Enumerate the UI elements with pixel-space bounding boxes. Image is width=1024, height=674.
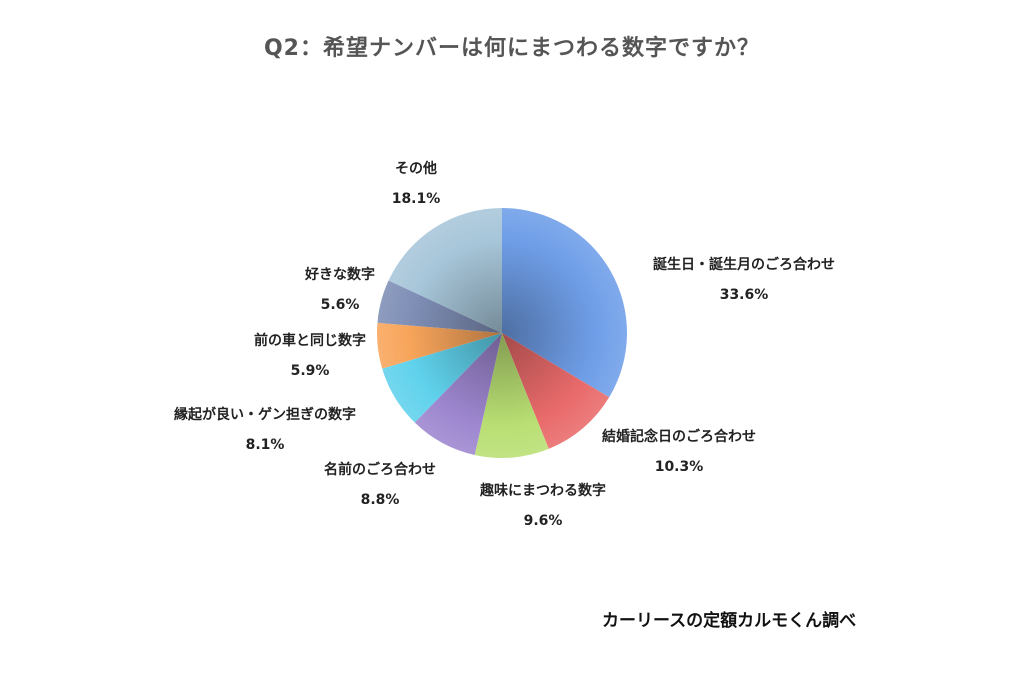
slice-percent: 5.6% [320,297,360,313]
slice-percent: 33.6% [719,287,769,303]
slice-name: 誕生日・誕生月のごろ合わせ [653,257,835,273]
slice-percent: 18.1% [391,191,441,207]
pie-slice-2 [502,333,610,449]
slice-name: 前の車と同じ数字 [254,333,366,349]
pie-slice-7 [377,280,502,333]
pie-slice-5 [382,333,502,423]
slice-label-birthday: 誕生日・誕生月のごろ合わせ 33.6% [624,250,864,310]
slice-label-good-luck: 縁起が良い・ゲン担ぎの数字 8.1% [160,400,370,460]
chart-title: Q2：希望ナンバーは何にまつわる数字ですか？ [263,36,760,61]
slice-percent: 8.1% [245,437,285,453]
slice-label-hobby: 趣味にまつわる数字 9.6% [443,476,643,536]
slice-label-name: 名前のごろ合わせ 8.8% [300,455,460,515]
pie-slice-6 [377,322,502,369]
slice-label-previous-car: 前の車と同じ数字 5.9% [230,326,390,386]
pie-slice-1 [502,208,627,398]
slice-name: 趣味にまつわる数字 [480,483,606,499]
slice-name: 名前のごろ合わせ [324,462,436,478]
slice-percent: 10.3% [654,459,704,475]
slice-name: 縁起が良い・ゲン担ぎの数字 [174,407,356,423]
slice-name: 結婚記念日のごろ合わせ [602,429,756,445]
pie-slice-4 [414,333,502,455]
pie-slice-3 [474,333,549,458]
pie-slice-8 [388,208,502,333]
slice-label-wedding-anniversary: 結婚記念日のごろ合わせ 10.3% [569,422,789,482]
slice-percent: 8.8% [360,492,400,508]
slice-percent: 5.9% [290,363,330,379]
slice-name: その他 [395,161,437,177]
slice-percent: 9.6% [523,513,563,529]
slice-label-favorite-number: 好きな数字 5.6% [280,260,400,320]
slice-name: 好きな数字 [305,267,375,283]
source-note: カーリースの定額カルモくん調べ [602,611,857,631]
slice-label-other: その他 18.1% [366,154,466,214]
